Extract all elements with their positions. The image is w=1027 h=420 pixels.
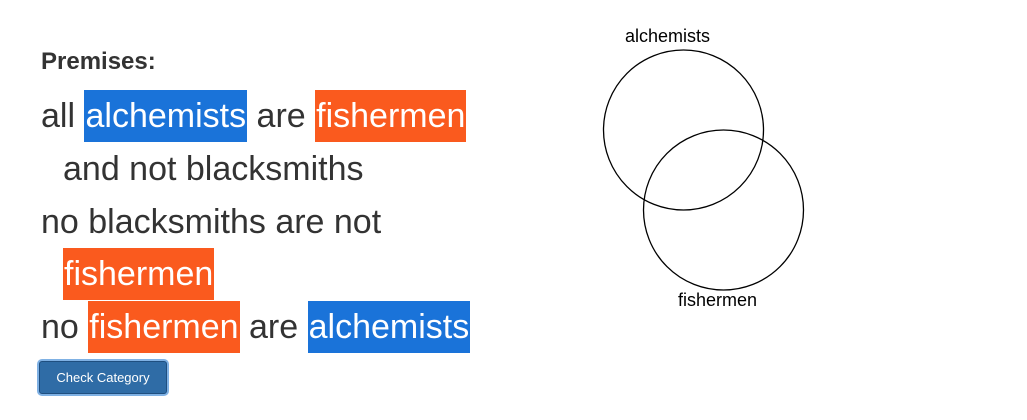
premise-line-1: all alchemists are fishermen xyxy=(41,90,467,142)
premise-line-3: no blacksmiths are not xyxy=(41,196,381,248)
term-alchemists: alchemists xyxy=(84,90,248,142)
venn-label-fishermen: fishermen xyxy=(678,290,757,310)
premise-word: all xyxy=(41,97,76,135)
term-fishermen: fishermen xyxy=(315,90,467,142)
term-fishermen: fishermen xyxy=(88,301,240,353)
premise-word: are xyxy=(249,308,299,346)
premise-word: no blacksmiths are not xyxy=(41,203,382,241)
premise-word: are xyxy=(256,97,306,135)
venn-circle-fishermen xyxy=(642,129,805,291)
check-category-button[interactable]: Check Category xyxy=(39,361,167,394)
term-fishermen: fishermen xyxy=(63,248,215,300)
venn-label-alchemists: alchemists xyxy=(625,26,710,46)
venn-circle-alchemists xyxy=(602,49,765,211)
premise-line-2: and not blacksmiths xyxy=(63,143,364,195)
premise-line-5: no fishermen are alchemists xyxy=(41,301,471,353)
term-alchemists: alchemists xyxy=(307,301,471,353)
premise-word: no xyxy=(41,308,79,346)
premises-heading: Premises: xyxy=(41,48,156,75)
venn-diagram: alchemists fishermen xyxy=(602,26,805,310)
premise-line-4: fishermen xyxy=(63,248,215,300)
premise-word: and not blacksmiths xyxy=(63,150,364,188)
